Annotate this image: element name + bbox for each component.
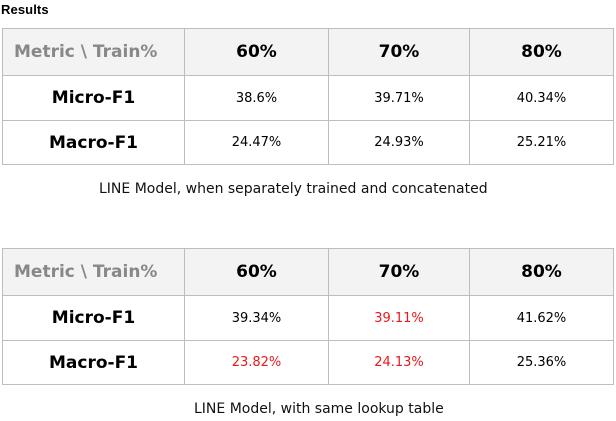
value-cell: 25.21% (469, 120, 614, 165)
table-row-micro-f1: Micro-F1 39.34% 39.11% 41.62% (2, 295, 614, 341)
metric-label: Micro-F1 (2, 295, 185, 341)
table-row-micro-f1: Micro-F1 38.6% 39.71% 40.34% (2, 75, 614, 121)
value-cell: 40.34% (469, 75, 614, 121)
value-cell: 38.6% (184, 75, 329, 121)
header-corner-cell: Metric \ Train% (2, 28, 185, 76)
results-heading: Results (1, 2, 49, 17)
value-cell: 24.47% (184, 120, 329, 165)
results-table-separate: Metric \ Train% 60% 70% 80% Micro-F1 38.… (2, 28, 614, 165)
header-cell-80: 80% (469, 248, 614, 296)
table-header-row: Metric \ Train% 60% 70% 80% (2, 248, 614, 296)
header-cell-60: 60% (184, 248, 329, 296)
table-caption-separate: LINE Model, when separately trained and … (99, 181, 488, 197)
value-cell-highlighted: 39.11% (328, 295, 470, 341)
header-cell-70: 70% (328, 248, 470, 296)
results-table-shared-lookup: Metric \ Train% 60% 70% 80% Micro-F1 39.… (2, 248, 614, 385)
header-cell-70: 70% (328, 28, 470, 76)
header-cell-60: 60% (184, 28, 329, 76)
value-cell-highlighted: 23.82% (184, 340, 329, 385)
table-row-macro-f1: Macro-F1 24.47% 24.93% 25.21% (2, 120, 614, 165)
table-caption-shared-lookup: LINE Model, with same lookup table (194, 401, 444, 417)
value-cell: 25.36% (469, 340, 614, 385)
value-cell: 41.62% (469, 295, 614, 341)
header-cell-80: 80% (469, 28, 614, 76)
metric-label: Micro-F1 (2, 75, 185, 121)
value-cell: 39.71% (328, 75, 470, 121)
value-cell: 24.93% (328, 120, 470, 165)
table-row-macro-f1: Macro-F1 23.82% 24.13% 25.36% (2, 340, 614, 385)
metric-label: Macro-F1 (2, 340, 185, 385)
value-cell-highlighted: 24.13% (328, 340, 470, 385)
header-corner-cell: Metric \ Train% (2, 248, 185, 296)
value-cell: 39.34% (184, 295, 329, 341)
metric-label: Macro-F1 (2, 120, 185, 165)
table-header-row: Metric \ Train% 60% 70% 80% (2, 28, 614, 76)
